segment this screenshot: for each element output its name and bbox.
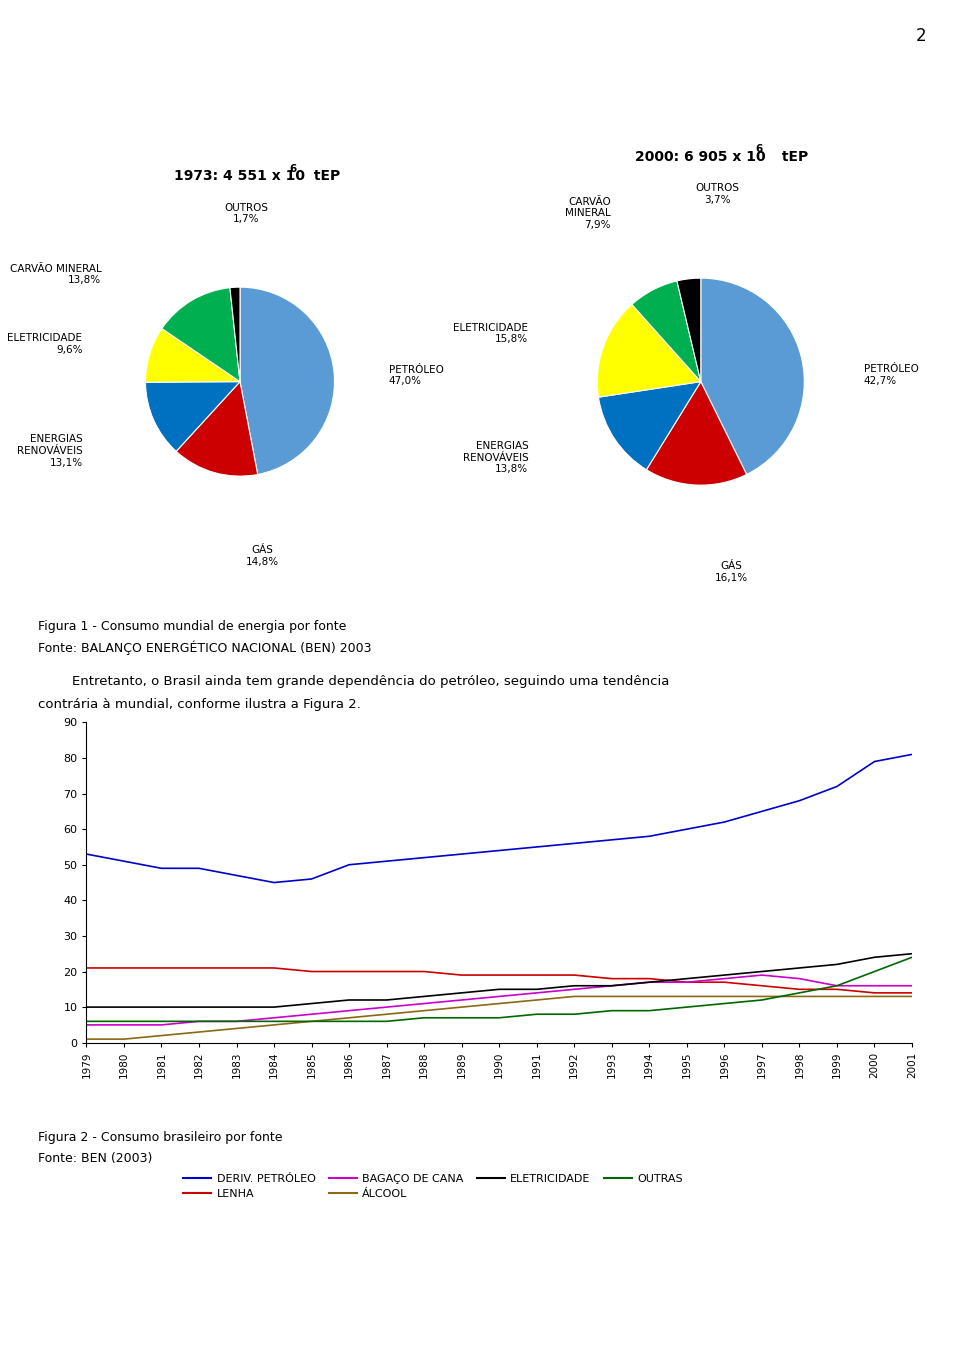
Wedge shape — [146, 328, 240, 382]
Wedge shape — [677, 278, 701, 382]
Text: Fonte: BALANÇO ENERGÉTICO NACIONAL (BEN) 2003: Fonte: BALANÇO ENERGÉTICO NACIONAL (BEN)… — [38, 641, 372, 656]
Legend: DERIV. PETRÓLEO, LENHA, BAGAÇO DE CANA, ÁLCOOL, ELETRICIDADE, OUTRAS: DERIV. PETRÓLEO, LENHA, BAGAÇO DE CANA, … — [179, 1169, 687, 1204]
Text: tEP: tEP — [309, 169, 341, 183]
Wedge shape — [598, 382, 701, 470]
Wedge shape — [146, 382, 240, 451]
Wedge shape — [632, 281, 701, 382]
Text: CARVÃO MINERAL
13,8%: CARVÃO MINERAL 13,8% — [10, 263, 102, 285]
Text: ENERGIAS
RENOVÁVEIS
13,1%: ENERGIAS RENOVÁVEIS 13,1% — [16, 435, 83, 468]
Text: Entretanto, o Brasil ainda tem grande dependência do petróleo, seguindo uma tend: Entretanto, o Brasil ainda tem grande de… — [38, 675, 670, 688]
Text: 6: 6 — [756, 144, 762, 154]
Text: 6: 6 — [289, 164, 297, 173]
Text: OUTROS
1,7%: OUTROS 1,7% — [225, 203, 268, 224]
Text: Figura 2 - Consumo brasileiro por fonte: Figura 2 - Consumo brasileiro por fonte — [38, 1131, 283, 1145]
Text: ENERGIAS
RENOVÁVEIS
13,8%: ENERGIAS RENOVÁVEIS 13,8% — [463, 442, 528, 474]
Text: Figura 1 - Consumo mundial de energia por fonte: Figura 1 - Consumo mundial de energia po… — [38, 620, 347, 634]
Wedge shape — [646, 382, 747, 485]
Text: 2000: 6 905 x 10: 2000: 6 905 x 10 — [636, 150, 766, 164]
Text: GÁS
16,1%: GÁS 16,1% — [714, 562, 748, 582]
Wedge shape — [230, 288, 240, 382]
Text: 1973: 4 551 x 10: 1973: 4 551 x 10 — [175, 169, 305, 183]
Wedge shape — [240, 288, 334, 474]
Text: contrária à mundial, conforme ilustra a Figura 2.: contrária à mundial, conforme ilustra a … — [38, 698, 361, 711]
Text: tEP: tEP — [777, 150, 808, 164]
Text: OUTROS
3,7%: OUTROS 3,7% — [695, 184, 739, 204]
Text: PETRÓLEO
42,7%: PETRÓLEO 42,7% — [864, 364, 919, 386]
Text: Fonte: BEN (2003): Fonte: BEN (2003) — [38, 1152, 153, 1165]
Text: 2: 2 — [916, 27, 926, 45]
Text: CARVÃO
MINERAL
7,9%: CARVÃO MINERAL 7,9% — [565, 196, 612, 230]
Text: ELETRICIDADE
15,8%: ELETRICIDADE 15,8% — [453, 323, 528, 343]
Text: ELETRICIDADE
9,6%: ELETRICIDADE 9,6% — [8, 333, 83, 354]
Text: GÁS
14,8%: GÁS 14,8% — [246, 545, 279, 567]
Wedge shape — [701, 278, 804, 474]
Wedge shape — [597, 304, 701, 397]
Wedge shape — [177, 382, 257, 476]
Wedge shape — [162, 288, 240, 382]
Text: PETRÓLEO
47,0%: PETRÓLEO 47,0% — [389, 364, 444, 386]
